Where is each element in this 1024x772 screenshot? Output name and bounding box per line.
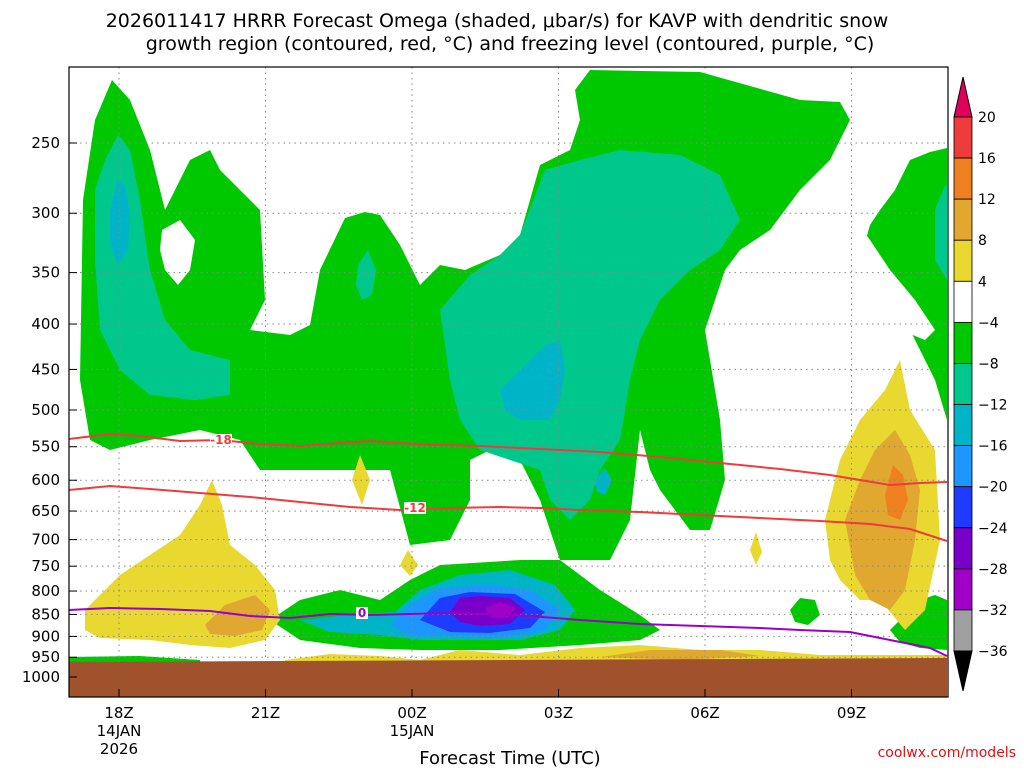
colorbar-label: −24 — [978, 521, 1008, 537]
omega-region-yellow-base — [285, 645, 947, 662]
x-tick-label: 09Z — [837, 704, 866, 722]
omega-shading — [69, 70, 947, 664]
x-tick-label: 00Z — [397, 704, 426, 722]
y-tick-label: 550 — [31, 438, 60, 456]
y-tick-label: 350 — [31, 264, 60, 282]
colorbar-swatch — [953, 239, 973, 282]
colorbar-label: −8 — [978, 356, 999, 372]
y-axis-labels: 250 300 350 400 450 500 550 600 650 700 750 800 850 9… — [22, 134, 60, 686]
contours: -18 -12 0 — [68, 432, 948, 657]
plot-area: -18 -12 0 — [68, 66, 949, 698]
omega-region-teal-left — [95, 135, 230, 400]
omega-region-yellow-small-3 — [750, 532, 762, 565]
chart-title-line2: growth region (contoured, red, °C) and f… — [146, 33, 875, 55]
omega-hole-white-1 — [160, 220, 195, 285]
x-tick-label: 18Z — [104, 704, 133, 722]
plot-frame — [68, 66, 949, 698]
contour-label-zero: 0 — [358, 606, 366, 620]
x-tick-sublabel: 14JAN — [97, 722, 142, 740]
x-tick-label: 21Z — [251, 704, 280, 722]
colorbar-swatch — [953, 116, 973, 159]
omega-region-teal-right — [935, 185, 947, 280]
omega-hole-white-2 — [840, 220, 935, 340]
chart-title-line1: 2026011417 HRRR Forecast Omega (shaded, … — [106, 10, 889, 32]
y-tick-label: 900 — [31, 627, 60, 645]
y-tick-label: 250 — [31, 134, 60, 152]
contour-label-bg-3 — [356, 607, 368, 619]
colorbar-label: −12 — [978, 398, 1008, 414]
omega-region-green-small — [790, 598, 820, 625]
colorbar-label: 12 — [978, 192, 996, 208]
x-tick-sublabel: 15JAN — [390, 722, 435, 740]
omega-region-darkorange-right — [885, 465, 908, 520]
colorbar-top-arrow — [953, 76, 973, 118]
colorbar-swatch — [953, 280, 973, 323]
y-tick-label: 850 — [31, 605, 60, 623]
omega-region-cyan-left — [110, 180, 130, 265]
contour-label-bg-2 — [404, 502, 426, 514]
terrain-ground — [69, 658, 947, 697]
y-tick-label: 800 — [31, 582, 60, 600]
gridlines — [69, 67, 948, 697]
y-tick-label: 500 — [31, 401, 60, 419]
colorbar: 20 16 12 8 4 −4 −8 −12 −16 −20 −24 −28 −32 −36 — [953, 76, 1008, 692]
colorbar-swatch — [953, 609, 973, 652]
colorbar-swatch — [953, 527, 973, 570]
colorbar-swatch — [953, 363, 973, 405]
y-tick-label: 450 — [31, 360, 60, 378]
y-tick-label: 650 — [31, 502, 60, 520]
y-tick-label: 950 — [31, 648, 60, 666]
colorbar-label: −16 — [978, 439, 1008, 455]
y-tick-label: 300 — [31, 204, 60, 222]
contour-label-bg-1 — [210, 434, 232, 446]
contour-minus18 — [68, 432, 948, 487]
colorbar-bottom-arrow — [953, 650, 973, 692]
colorbar-label: 8 — [978, 233, 987, 249]
colorbar-label: −20 — [978, 480, 1008, 496]
omega-region-teal-mid — [440, 150, 740, 520]
contour-zero — [68, 606, 948, 657]
x-tick-label: 06Z — [690, 704, 719, 722]
omega-region-green-right — [860, 148, 947, 420]
colorbar-swatch — [953, 486, 973, 529]
omega-region-yellow-small-2 — [400, 550, 418, 576]
omega-region-cyan-mid — [500, 340, 565, 420]
colorbar-label: −4 — [978, 315, 999, 331]
contour-label-minus18: -18 — [210, 433, 232, 447]
y-tick-label: 700 — [31, 531, 60, 549]
credit-text: coolwx.com/models — [878, 745, 1016, 761]
colorbar-label: −32 — [978, 603, 1008, 619]
omega-region-orange-base — [600, 650, 760, 660]
x-axis-title: Forecast Time (UTC) — [419, 748, 600, 768]
axis-ticks — [69, 142, 852, 697]
omega-region-teal-small — [356, 250, 376, 300]
contour-minus12 — [68, 484, 948, 542]
colorbar-swatch — [953, 157, 973, 200]
colorbar-swatch — [953, 404, 973, 447]
colorbar-label: −36 — [978, 644, 1008, 660]
colorbar-swatch — [953, 445, 973, 488]
colorbar-label: 4 — [978, 274, 987, 290]
colorbar-label: 16 — [978, 151, 996, 167]
y-tick-label: 750 — [31, 557, 60, 575]
omega-region-cyan-small — [595, 468, 612, 495]
colorbar-label: −28 — [978, 562, 1008, 578]
colorbar-swatch — [953, 198, 973, 241]
x-tick-label: 03Z — [544, 704, 573, 722]
colorbar-swatch — [953, 321, 973, 364]
y-tick-label: 1000 — [22, 668, 60, 686]
omega-region-orange-left — [205, 595, 270, 636]
x-tick-sublabel: 2026 — [100, 740, 138, 758]
contour-label-minus12: -12 — [404, 501, 426, 515]
colorbar-swatch — [953, 568, 973, 611]
y-tick-label: 400 — [31, 315, 60, 333]
y-tick-label: 600 — [31, 471, 60, 489]
colorbar-label: 20 — [978, 110, 996, 126]
